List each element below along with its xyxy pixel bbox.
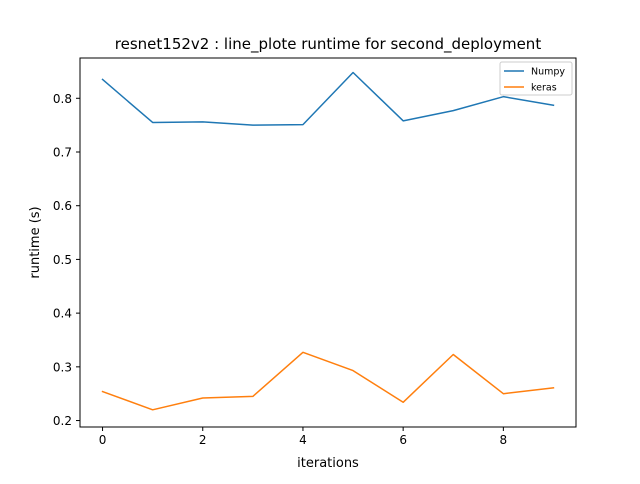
legend-label-keras: keras xyxy=(531,83,557,94)
y-axis-ticks: 0.2 0.3 0.4 0.5 0.6 0.7 0.8 xyxy=(53,92,80,428)
x-tick-label: 0 xyxy=(99,433,107,447)
plot-frame xyxy=(79,57,577,428)
x-tick-label: 2 xyxy=(199,433,207,447)
y-tick-label: 0.3 xyxy=(53,360,72,374)
x-tick-label: 8 xyxy=(500,433,508,447)
y-tick-label: 0.6 xyxy=(53,199,72,213)
legend-label-numpy: Numpy xyxy=(531,67,565,78)
series-line-numpy xyxy=(101,71,555,126)
chart-title: resnet152v2 : line_plote runtime for sec… xyxy=(115,35,542,54)
legend: Numpy keras xyxy=(499,61,573,96)
plot-lines xyxy=(101,71,555,411)
series-line-keras xyxy=(101,351,555,411)
y-tick-label: 0.4 xyxy=(53,307,72,321)
y-axis-label: runtime (s) xyxy=(28,206,43,278)
y-tick-label: 0.7 xyxy=(53,145,72,159)
x-tick-label: 6 xyxy=(399,433,407,447)
y-tick-label: 0.2 xyxy=(53,414,72,428)
y-tick-label: 0.8 xyxy=(53,92,72,106)
x-tick-label: 4 xyxy=(299,433,307,447)
y-tick-label: 0.5 xyxy=(53,253,72,267)
x-axis-ticks: 0 2 4 6 8 xyxy=(99,427,507,447)
x-axis-label: iterations xyxy=(297,456,359,471)
